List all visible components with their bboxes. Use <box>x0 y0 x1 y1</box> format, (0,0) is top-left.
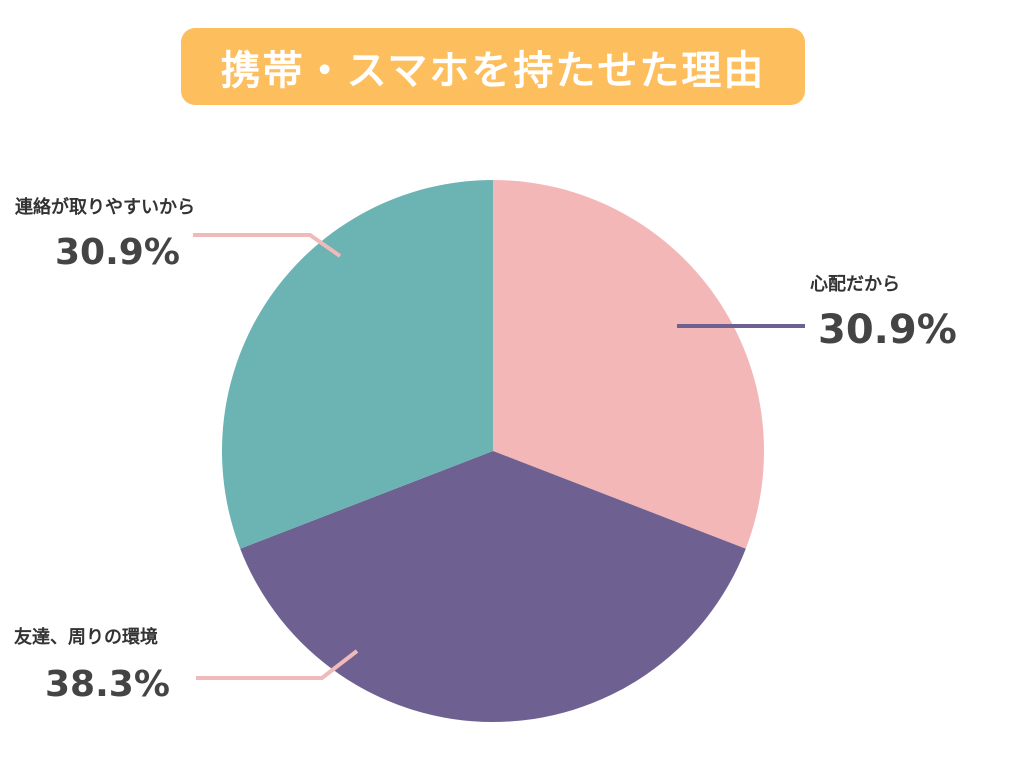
slice-label-friends: 友達、周りの環境 <box>14 626 158 648</box>
pie-slice-friends <box>240 451 746 723</box>
chart-title: 携帯・スマホを持たせた理由 <box>220 47 766 94</box>
leader-line-friends <box>196 649 359 680</box>
pie-slice-contact <box>221 179 493 549</box>
slice-value-contact: 30.9% <box>55 232 180 273</box>
slice-label-worry: 心配だから <box>810 274 900 295</box>
slice-label-contact: 連絡が取りやすいから <box>15 196 195 218</box>
title-banner: 携帯・スマホを持たせた理由 <box>181 28 805 105</box>
slice-value-worry: 30.9% <box>818 307 957 353</box>
slice-value-friends: 38.3% <box>45 664 170 705</box>
leader-line-contact <box>193 233 342 258</box>
pie-slice-worry <box>493 180 765 549</box>
